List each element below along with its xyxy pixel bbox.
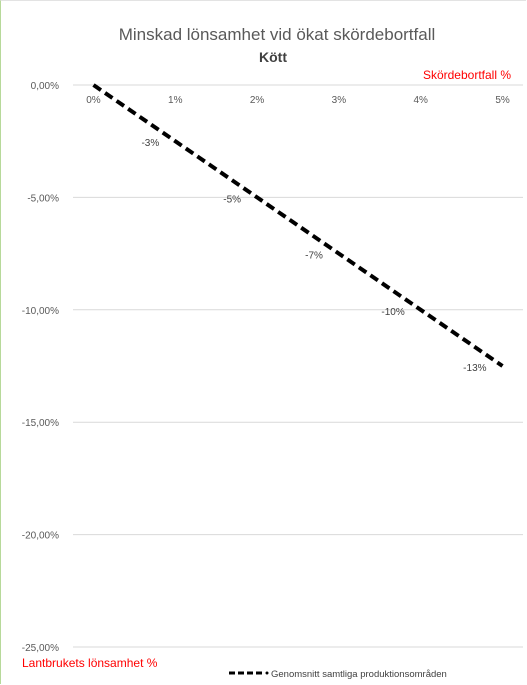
series-line — [92, 83, 504, 368]
x-tick-label: 0% — [86, 95, 101, 106]
data-label: -5% — [223, 194, 241, 205]
chart-subtitle: Kött — [259, 49, 287, 65]
chart-title: Minskad lönsamhet vid ökat skördebortfal… — [119, 25, 436, 44]
y-tick-label: -20,00% — [22, 531, 59, 542]
x-tick-label: 4% — [414, 95, 429, 106]
y-tick-label: -10,00% — [22, 306, 59, 317]
data-label: -7% — [305, 251, 323, 262]
data-label: -3% — [141, 138, 159, 149]
gridlines — [73, 84, 523, 648]
data-label: -10% — [381, 307, 404, 318]
x-axis-title: Skördebortfall % — [423, 68, 511, 82]
y-tick-labels: 0,00% -5,00% -10,00% -15,00% -20,00% -25,00% — [22, 81, 59, 654]
legend-marker-icon — [265, 671, 269, 675]
y-tick-label: -5,00% — [27, 193, 59, 204]
y-tick-label: -15,00% — [22, 418, 59, 429]
legend: Genomsnitt samtliga produktionsområden — [229, 669, 447, 680]
x-tick-label: 3% — [332, 95, 347, 106]
legend-label: Genomsnitt samtliga produktionsområden — [271, 669, 447, 680]
data-labels: -3% -5% -7% -10% -13% — [141, 138, 486, 374]
y-tick-label: 0,00% — [31, 81, 59, 92]
x-tick-label: 1% — [168, 95, 183, 106]
x-tick-label: 5% — [495, 95, 510, 106]
x-tick-label: 2% — [250, 95, 265, 106]
y-axis-title: Lantbrukets lönsamhet % — [22, 656, 158, 670]
x-tick-labels: 0% 1% 2% 3% 4% 5% — [86, 95, 510, 106]
data-label: -13% — [463, 363, 486, 374]
y-tick-label: -25,00% — [22, 643, 59, 654]
